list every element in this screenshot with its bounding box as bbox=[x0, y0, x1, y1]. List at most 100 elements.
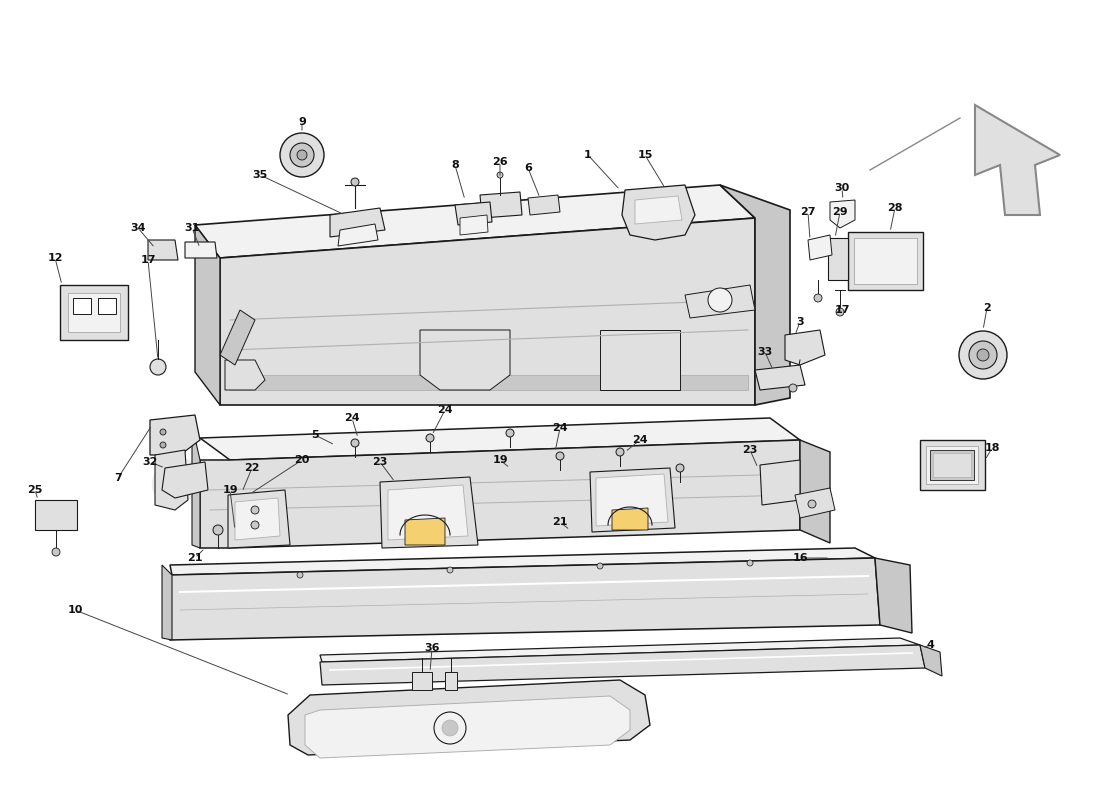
Circle shape bbox=[836, 308, 844, 316]
Text: 35: 35 bbox=[252, 170, 267, 180]
Bar bbox=[848, 232, 923, 290]
Text: 33: 33 bbox=[758, 347, 772, 357]
Polygon shape bbox=[830, 200, 855, 228]
Circle shape bbox=[506, 429, 514, 437]
Circle shape bbox=[251, 521, 258, 529]
Text: 7: 7 bbox=[114, 473, 122, 483]
Polygon shape bbox=[150, 415, 200, 455]
Circle shape bbox=[297, 572, 302, 578]
Circle shape bbox=[977, 349, 989, 361]
Circle shape bbox=[447, 567, 453, 573]
Polygon shape bbox=[330, 208, 385, 237]
Bar bbox=[412, 672, 432, 690]
Polygon shape bbox=[596, 474, 668, 526]
Bar bbox=[35, 500, 77, 530]
Text: 8: 8 bbox=[451, 160, 459, 170]
Text: 21: 21 bbox=[552, 517, 568, 527]
Text: 36: 36 bbox=[425, 643, 440, 653]
Text: 26: 26 bbox=[492, 157, 508, 167]
Circle shape bbox=[213, 525, 223, 535]
Text: 20: 20 bbox=[295, 455, 310, 465]
Text: 5: 5 bbox=[311, 430, 319, 440]
Polygon shape bbox=[405, 518, 446, 545]
Text: 3: 3 bbox=[796, 317, 804, 327]
Text: 24: 24 bbox=[437, 405, 453, 415]
Polygon shape bbox=[200, 440, 800, 548]
Polygon shape bbox=[874, 558, 912, 633]
Text: 10: 10 bbox=[67, 605, 82, 615]
Circle shape bbox=[808, 500, 816, 508]
Polygon shape bbox=[379, 477, 478, 548]
Circle shape bbox=[52, 548, 60, 556]
Polygon shape bbox=[480, 192, 522, 218]
Circle shape bbox=[597, 563, 603, 569]
Text: 22: 22 bbox=[244, 463, 260, 473]
Circle shape bbox=[676, 464, 684, 472]
Polygon shape bbox=[220, 310, 255, 365]
Text: 19: 19 bbox=[492, 455, 508, 465]
Circle shape bbox=[297, 150, 307, 160]
Text: 24: 24 bbox=[632, 435, 648, 445]
Text: 25: 25 bbox=[28, 485, 43, 495]
Polygon shape bbox=[720, 185, 790, 405]
Text: 6: 6 bbox=[524, 163, 532, 173]
Text: 32: 32 bbox=[142, 457, 157, 467]
Polygon shape bbox=[760, 460, 800, 505]
Polygon shape bbox=[755, 365, 805, 390]
Text: 18: 18 bbox=[984, 443, 1000, 453]
Circle shape bbox=[290, 143, 314, 167]
Text: a passion for parts since1985: a passion for parts since1985 bbox=[255, 567, 645, 593]
Polygon shape bbox=[305, 696, 630, 758]
Bar bbox=[828, 238, 848, 280]
Polygon shape bbox=[612, 508, 648, 530]
Text: 28: 28 bbox=[888, 203, 903, 213]
Text: 24: 24 bbox=[344, 413, 360, 423]
Circle shape bbox=[708, 288, 732, 312]
Text: 17: 17 bbox=[141, 255, 156, 265]
Polygon shape bbox=[590, 468, 675, 532]
Circle shape bbox=[351, 439, 359, 447]
Circle shape bbox=[280, 133, 324, 177]
Polygon shape bbox=[170, 548, 874, 575]
Polygon shape bbox=[460, 215, 488, 235]
Circle shape bbox=[959, 331, 1007, 379]
Polygon shape bbox=[338, 224, 378, 246]
Text: 16: 16 bbox=[792, 553, 807, 563]
Circle shape bbox=[747, 560, 754, 566]
Bar bbox=[854, 238, 917, 284]
Text: 23: 23 bbox=[742, 445, 758, 455]
Text: eurospares: eurospares bbox=[148, 443, 631, 517]
Text: 27: 27 bbox=[801, 207, 816, 217]
Circle shape bbox=[616, 448, 624, 456]
Polygon shape bbox=[148, 240, 178, 260]
Polygon shape bbox=[162, 565, 172, 640]
Text: 24: 24 bbox=[552, 423, 568, 433]
Polygon shape bbox=[200, 418, 800, 460]
Circle shape bbox=[814, 294, 822, 302]
Bar bbox=[98, 298, 116, 314]
Polygon shape bbox=[170, 558, 880, 640]
Polygon shape bbox=[420, 330, 510, 390]
Polygon shape bbox=[68, 293, 120, 332]
Circle shape bbox=[442, 720, 458, 736]
Text: 15: 15 bbox=[637, 150, 652, 160]
Circle shape bbox=[434, 712, 466, 744]
Polygon shape bbox=[920, 645, 942, 676]
Polygon shape bbox=[808, 235, 832, 260]
Polygon shape bbox=[635, 196, 682, 224]
Polygon shape bbox=[195, 185, 755, 258]
Circle shape bbox=[160, 442, 166, 448]
Circle shape bbox=[251, 506, 258, 514]
Text: 19: 19 bbox=[222, 485, 238, 495]
Polygon shape bbox=[388, 485, 467, 540]
Polygon shape bbox=[621, 185, 695, 240]
Polygon shape bbox=[235, 498, 280, 540]
Circle shape bbox=[497, 172, 503, 178]
Text: 31: 31 bbox=[185, 223, 200, 233]
Polygon shape bbox=[228, 490, 290, 548]
Bar bbox=[73, 298, 91, 314]
Polygon shape bbox=[320, 645, 925, 685]
Text: 4: 4 bbox=[926, 640, 934, 650]
Text: 34: 34 bbox=[130, 223, 145, 233]
Polygon shape bbox=[195, 225, 220, 405]
